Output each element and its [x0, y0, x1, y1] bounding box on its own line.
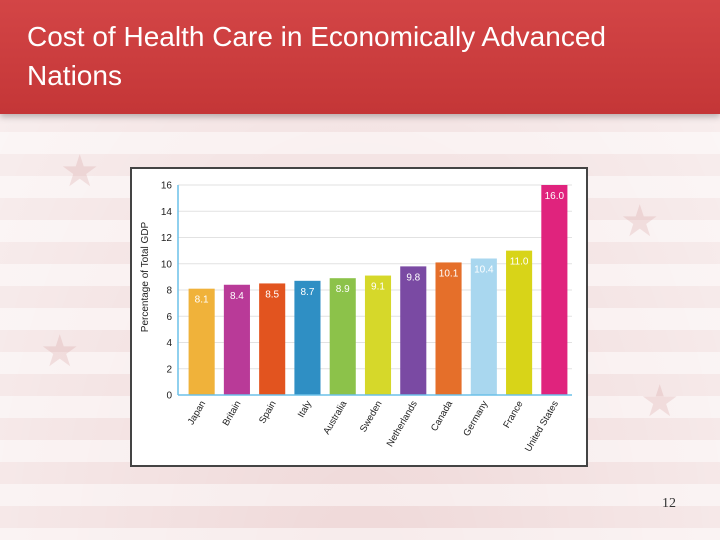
- y-tick-label: 4: [166, 338, 172, 349]
- bar: [259, 283, 286, 395]
- x-tick-label: Canada: [429, 398, 456, 433]
- bar-value-label: 9.1: [371, 282, 385, 293]
- bar: [223, 284, 250, 395]
- y-tick-label: 12: [161, 233, 173, 244]
- bar: [541, 185, 568, 395]
- y-tick-label: 0: [166, 391, 172, 402]
- bar: [506, 250, 533, 395]
- x-tick-label: United States: [523, 399, 561, 454]
- bar-chart: 8.1 8.4 8.5 8.7 8.9 9.1 9.8 10.1 10.4 11.0 16.0 0 2…: [140, 181, 572, 454]
- y-tick-label: 14: [161, 207, 173, 218]
- bar: [188, 288, 215, 395]
- bar-value-label: 8.7: [301, 287, 315, 298]
- y-tick-label: 10: [161, 259, 173, 270]
- y-axis-label: Percentage of Total GDP: [140, 221, 151, 332]
- y-tick-label: 16: [161, 181, 173, 192]
- x-tick-label: France: [501, 399, 525, 430]
- x-tick-label: Sweden: [358, 399, 385, 434]
- bar-value-label: 8.1: [195, 295, 209, 306]
- x-tick-label: Australia: [321, 398, 349, 436]
- star-icon: ★: [40, 326, 80, 377]
- slide-title: Cost of Health Care in Economically Adva…: [27, 21, 606, 91]
- bar: [435, 262, 462, 395]
- x-tick-label: Italy: [296, 399, 314, 420]
- y-tick-label: 8: [166, 286, 172, 297]
- chart-frame: 8.1 8.4 8.5 8.7 8.9 9.1 9.8 10.1 10.4 11.0 16.0 0 2…: [130, 167, 588, 467]
- y-tick-label: 6: [166, 312, 172, 323]
- y-tick-label: 2: [166, 364, 172, 375]
- bar: [470, 258, 497, 395]
- bar-value-label: 8.4: [230, 291, 244, 302]
- bar-value-label: 10.4: [474, 265, 494, 276]
- x-tick-label: Spain: [257, 399, 279, 426]
- bar-value-label: 8.9: [336, 284, 350, 295]
- bar: [294, 280, 321, 395]
- title-bar: Cost of Health Care in Economically Adva…: [0, 0, 720, 114]
- x-tick-label: Britain: [221, 399, 244, 428]
- page-number: 12: [662, 496, 676, 511]
- x-tick-label: Japan: [186, 399, 208, 427]
- bar-value-label: 9.8: [406, 272, 420, 283]
- star-icon: ★: [620, 196, 660, 247]
- bar: [364, 275, 392, 395]
- bar-value-label: 10.1: [439, 268, 459, 279]
- x-tick-label: Netherlands: [385, 399, 420, 449]
- bar: [329, 278, 356, 395]
- x-tick-label: Germany: [461, 399, 490, 439]
- bar-value-label: 11.0: [510, 257, 529, 268]
- bar: [400, 266, 427, 395]
- star-icon: ★: [640, 376, 680, 427]
- bar-value-label: 8.5: [265, 289, 279, 300]
- star-icon: ★: [60, 146, 100, 197]
- bar-value-label: 16.0: [545, 191, 565, 202]
